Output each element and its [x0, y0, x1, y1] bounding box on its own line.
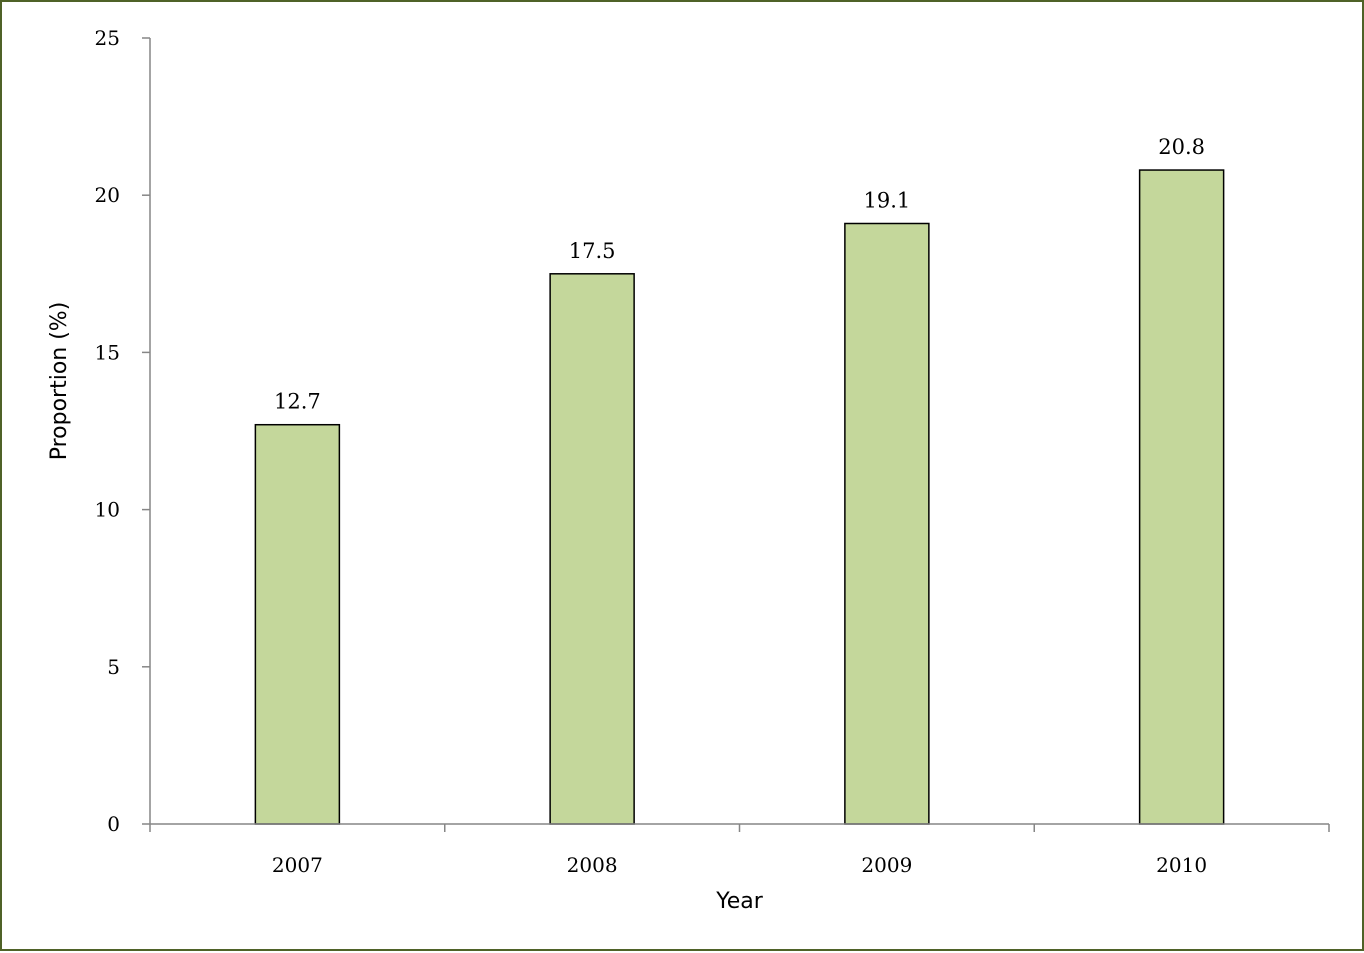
x-tick-label: 2010	[1156, 853, 1207, 877]
y-tick-label: 25	[95, 26, 120, 50]
bar-2008	[549, 273, 635, 825]
y-tick-label: 10	[95, 498, 120, 522]
x-tick-label: 2009	[861, 853, 912, 877]
x-tick-label: 2008	[567, 853, 618, 877]
data-labels: 12.7 17.5 19.1 20.8	[274, 135, 1205, 414]
y-tick-label: 0	[107, 812, 120, 836]
bar-2007	[254, 423, 341, 825]
y-axis-ticks: 0 5 10 15 20 25	[95, 26, 150, 836]
bar-2010	[1138, 169, 1225, 825]
y-tick-label: 20	[95, 183, 120, 207]
data-label-2007: 12.7	[274, 390, 321, 414]
data-label-2010: 20.8	[1158, 135, 1205, 159]
bars	[254, 169, 1225, 825]
x-tick-label: 2007	[272, 853, 323, 877]
data-label-2009: 19.1	[863, 188, 910, 212]
x-axis-title: Year	[715, 889, 764, 914]
y-axis-title: Proportion (%)	[47, 302, 72, 461]
data-label-2008: 17.5	[569, 239, 616, 263]
x-axis-ticks: 2007 2008 2009 2010	[149, 824, 1330, 877]
y-tick-label: 5	[107, 655, 120, 679]
y-tick-label: 15	[95, 340, 120, 364]
bar-2009	[844, 222, 930, 825]
